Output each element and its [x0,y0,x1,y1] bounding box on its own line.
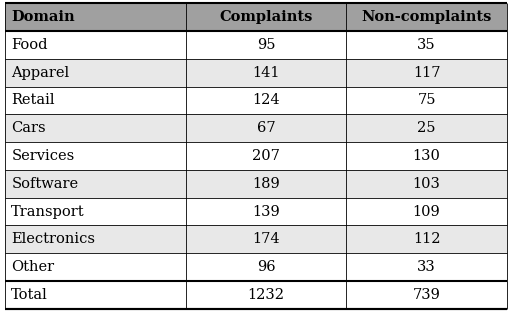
Bar [346,142,507,170]
Text: Non-complaints: Non-complaints [361,10,492,24]
Text: Cars: Cars [11,121,46,135]
Bar [5,253,186,281]
Text: 33: 33 [417,260,436,274]
Text: 117: 117 [413,66,440,80]
Bar [186,226,346,253]
Bar [186,253,346,281]
Text: 189: 189 [252,177,280,191]
Bar [5,142,186,170]
Text: Transport: Transport [11,205,85,219]
Bar [346,281,507,309]
Bar [346,226,507,253]
Bar [5,3,186,31]
Text: Retail: Retail [11,93,55,107]
Text: 75: 75 [417,93,436,107]
Text: Total: Total [11,288,48,302]
Text: 1232: 1232 [247,288,285,302]
Bar [186,170,346,198]
Bar [5,86,186,114]
Bar [346,198,507,226]
Text: 67: 67 [257,121,275,135]
Text: 139: 139 [252,205,280,219]
Bar [346,114,507,142]
Bar [5,31,186,59]
Text: 124: 124 [252,93,280,107]
Bar [186,142,346,170]
Bar [346,59,507,86]
Text: 109: 109 [413,205,440,219]
Bar [346,253,507,281]
Bar [5,170,186,198]
Bar [186,86,346,114]
Text: 174: 174 [252,232,280,246]
Bar [5,281,186,309]
Bar [5,59,186,86]
Text: Domain: Domain [11,10,75,24]
Bar [186,281,346,309]
Bar [186,114,346,142]
Bar [5,226,186,253]
Text: 35: 35 [417,38,436,52]
Text: 739: 739 [413,288,440,302]
Text: Software: Software [11,177,78,191]
Text: 103: 103 [413,177,440,191]
Text: Services: Services [11,149,75,163]
Bar [186,3,346,31]
Text: Other: Other [11,260,54,274]
Bar [5,114,186,142]
Text: Complaints: Complaints [219,10,313,24]
Text: 25: 25 [417,121,436,135]
Text: 130: 130 [413,149,440,163]
Bar [346,3,507,31]
Text: 96: 96 [257,260,275,274]
Bar [5,198,186,226]
Bar [346,86,507,114]
Text: 141: 141 [252,66,280,80]
Text: Food: Food [11,38,48,52]
Bar [346,31,507,59]
Text: Apparel: Apparel [11,66,70,80]
Bar [186,59,346,86]
Bar [186,31,346,59]
Text: 207: 207 [252,149,280,163]
Bar [346,170,507,198]
Text: 112: 112 [413,232,440,246]
Text: 95: 95 [257,38,275,52]
Bar [186,198,346,226]
Text: Electronics: Electronics [11,232,95,246]
